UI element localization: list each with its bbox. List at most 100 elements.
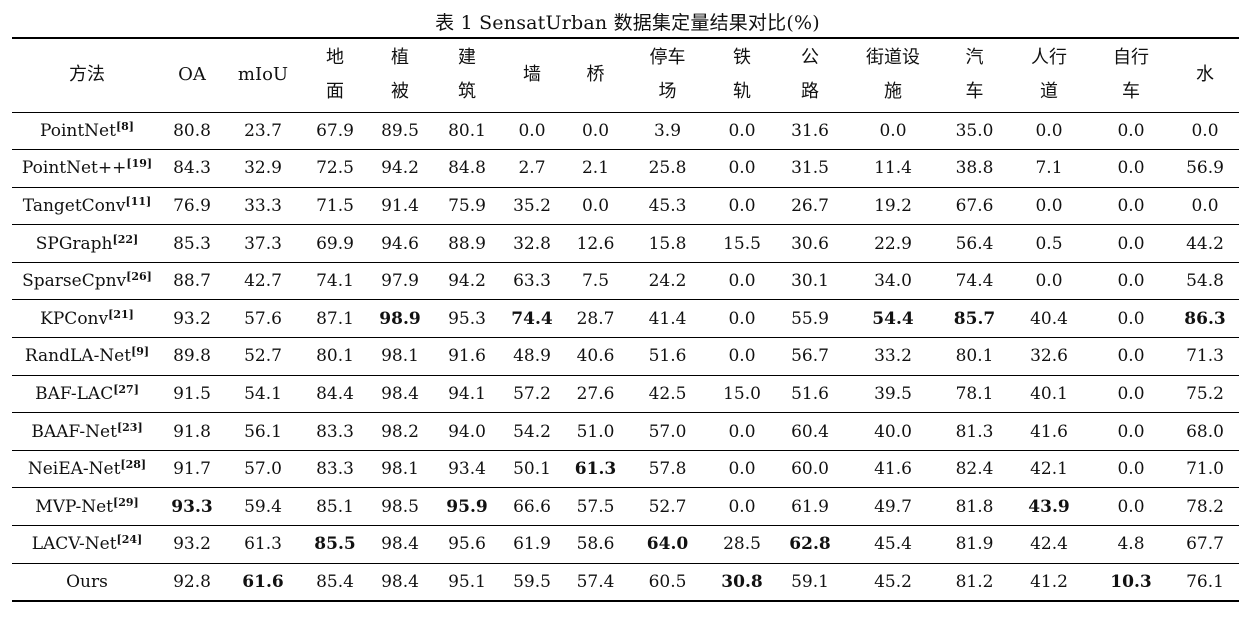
value-cell: 86.3 [1171, 299, 1239, 339]
table-row: SparseCpnv[26] 88.7 42.7 74.1 97.9 94.2 63.3 7.… [12, 262, 1239, 301]
column-header-line1: 植 [391, 47, 409, 69]
value-cell: 76.9 [162, 187, 222, 226]
value-cell: 93.2 [162, 525, 222, 564]
value-cell: 0.0 [1091, 337, 1171, 376]
value-cell: 94.2 [434, 262, 500, 301]
value-cell: 97.9 [366, 262, 434, 301]
method-cell: MVP-Net[29] [12, 487, 162, 527]
column-header: 自行车 [1091, 37, 1171, 113]
value-cell: 61.3 [564, 450, 627, 489]
value-cell: 57.4 [564, 563, 627, 603]
value-cell: 80.8 [162, 112, 222, 151]
value-cell: 80.1 [942, 337, 1007, 376]
method-name: PointNet++ [21, 158, 127, 179]
column-header-line1: 公 [801, 47, 819, 69]
value-cell: 66.6 [500, 487, 564, 527]
value-cell: 98.2 [366, 412, 434, 451]
value-cell: 33.2 [844, 337, 942, 376]
value-cell: 31.6 [776, 112, 844, 151]
value-cell: 83.3 [304, 450, 366, 489]
value-cell: 95.1 [434, 563, 500, 603]
value-cell: 0.5 [1007, 224, 1091, 263]
value-cell: 0.0 [1091, 487, 1171, 527]
method-name: PointNet [39, 120, 116, 141]
value-cell: 45.2 [844, 563, 942, 603]
value-cell: 34.0 [844, 262, 942, 301]
column-header: 植被 [366, 37, 434, 113]
value-cell: 59.1 [776, 563, 844, 603]
method-cell: PointNet[8] [12, 112, 162, 151]
column-header-line1: 自行 [1113, 47, 1149, 69]
value-cell: 60.5 [627, 563, 708, 603]
table-row: SPGraph[22] 85.3 37.3 69.9 94.6 88.9 32.8 12.6 1… [12, 224, 1239, 263]
value-cell: 71.3 [1171, 337, 1239, 376]
value-cell: 28.7 [564, 299, 627, 339]
value-cell: 67.7 [1171, 525, 1239, 564]
value-cell: 22.9 [844, 224, 942, 263]
value-cell: 81.9 [942, 525, 1007, 564]
value-cell: 0.0 [500, 112, 564, 151]
value-cell: 56.1 [222, 412, 304, 451]
column-header: 汽车 [942, 37, 1007, 113]
value-cell: 85.1 [304, 487, 366, 527]
value-cell: 0.0 [708, 262, 776, 301]
table-row: Ours 92.8 61.6 85.4 98.4 95.1 59.5 57.4 60.5 30.8… [12, 563, 1239, 603]
citation-ref: [29] [113, 495, 139, 509]
value-cell: 0.0 [708, 450, 776, 489]
column-header: 公路 [776, 37, 844, 113]
value-cell: 56.7 [776, 337, 844, 376]
method-cell: KPConv[21] [12, 299, 162, 339]
column-header-line2: 轨 [733, 81, 751, 103]
value-cell: 69.9 [304, 224, 366, 263]
value-cell: 51.6 [776, 375, 844, 414]
value-cell: 91.8 [162, 412, 222, 451]
column-header-line1: OA [178, 64, 206, 86]
value-cell: 42.1 [1007, 450, 1091, 489]
value-cell: 88.9 [434, 224, 500, 263]
value-cell: 49.7 [844, 487, 942, 527]
citation-ref: [24] [116, 533, 143, 547]
table-row: NeiEA-Net[28] 91.7 57.0 83.3 98.1 93.4 50.1 61.… [12, 450, 1239, 489]
column-header-line2: 场 [658, 81, 677, 103]
value-cell: 84.4 [304, 375, 366, 414]
column-header: OA [162, 37, 222, 113]
value-cell: 33.3 [222, 187, 304, 226]
column-header: 水 [1171, 37, 1239, 113]
table-row: LACV-Net[24] 93.2 61.3 85.5 98.4 95.6 61.9 58.6… [12, 525, 1239, 564]
column-header: 停车场 [627, 37, 708, 113]
column-header: 铁轨 [708, 37, 776, 113]
value-cell: 28.5 [708, 525, 776, 564]
value-cell: 0.0 [1091, 112, 1171, 151]
value-cell: 0.0 [1007, 262, 1091, 301]
value-cell: 40.0 [844, 412, 942, 451]
method-name: SparseCpnv [22, 271, 127, 292]
table-row: TangetConv[11] 76.9 33.3 71.5 91.4 75.9 35.2 0.… [12, 187, 1239, 226]
column-header-line1: 桥 [586, 64, 605, 86]
value-cell: 58.6 [564, 525, 627, 564]
value-cell: 51.0 [564, 412, 627, 451]
value-cell: 48.9 [500, 337, 564, 376]
value-cell: 0.0 [708, 187, 776, 226]
value-cell: 26.7 [776, 187, 844, 226]
value-cell: 30.6 [776, 224, 844, 263]
value-cell: 89.8 [162, 337, 222, 376]
value-cell: 0.0 [1091, 450, 1171, 489]
value-cell: 50.1 [500, 450, 564, 489]
value-cell: 39.5 [844, 375, 942, 414]
value-cell: 93.3 [162, 487, 222, 527]
value-cell: 0.0 [1091, 224, 1171, 263]
value-cell: 80.1 [304, 337, 366, 376]
value-cell: 74.4 [942, 262, 1007, 301]
column-header: mIoU [222, 37, 304, 113]
method-cell: TangetConv[11] [12, 187, 162, 226]
value-cell: 93.4 [434, 450, 500, 489]
value-cell: 52.7 [627, 487, 708, 527]
value-cell: 44.2 [1171, 224, 1239, 263]
citation-ref: [21] [108, 307, 134, 321]
value-cell: 0.0 [1091, 375, 1171, 414]
citation-ref: [8] [115, 119, 135, 133]
value-cell: 94.1 [434, 375, 500, 414]
value-cell: 61.9 [776, 487, 844, 527]
column-header: 桥 [564, 37, 627, 113]
value-cell: 57.0 [627, 412, 708, 451]
